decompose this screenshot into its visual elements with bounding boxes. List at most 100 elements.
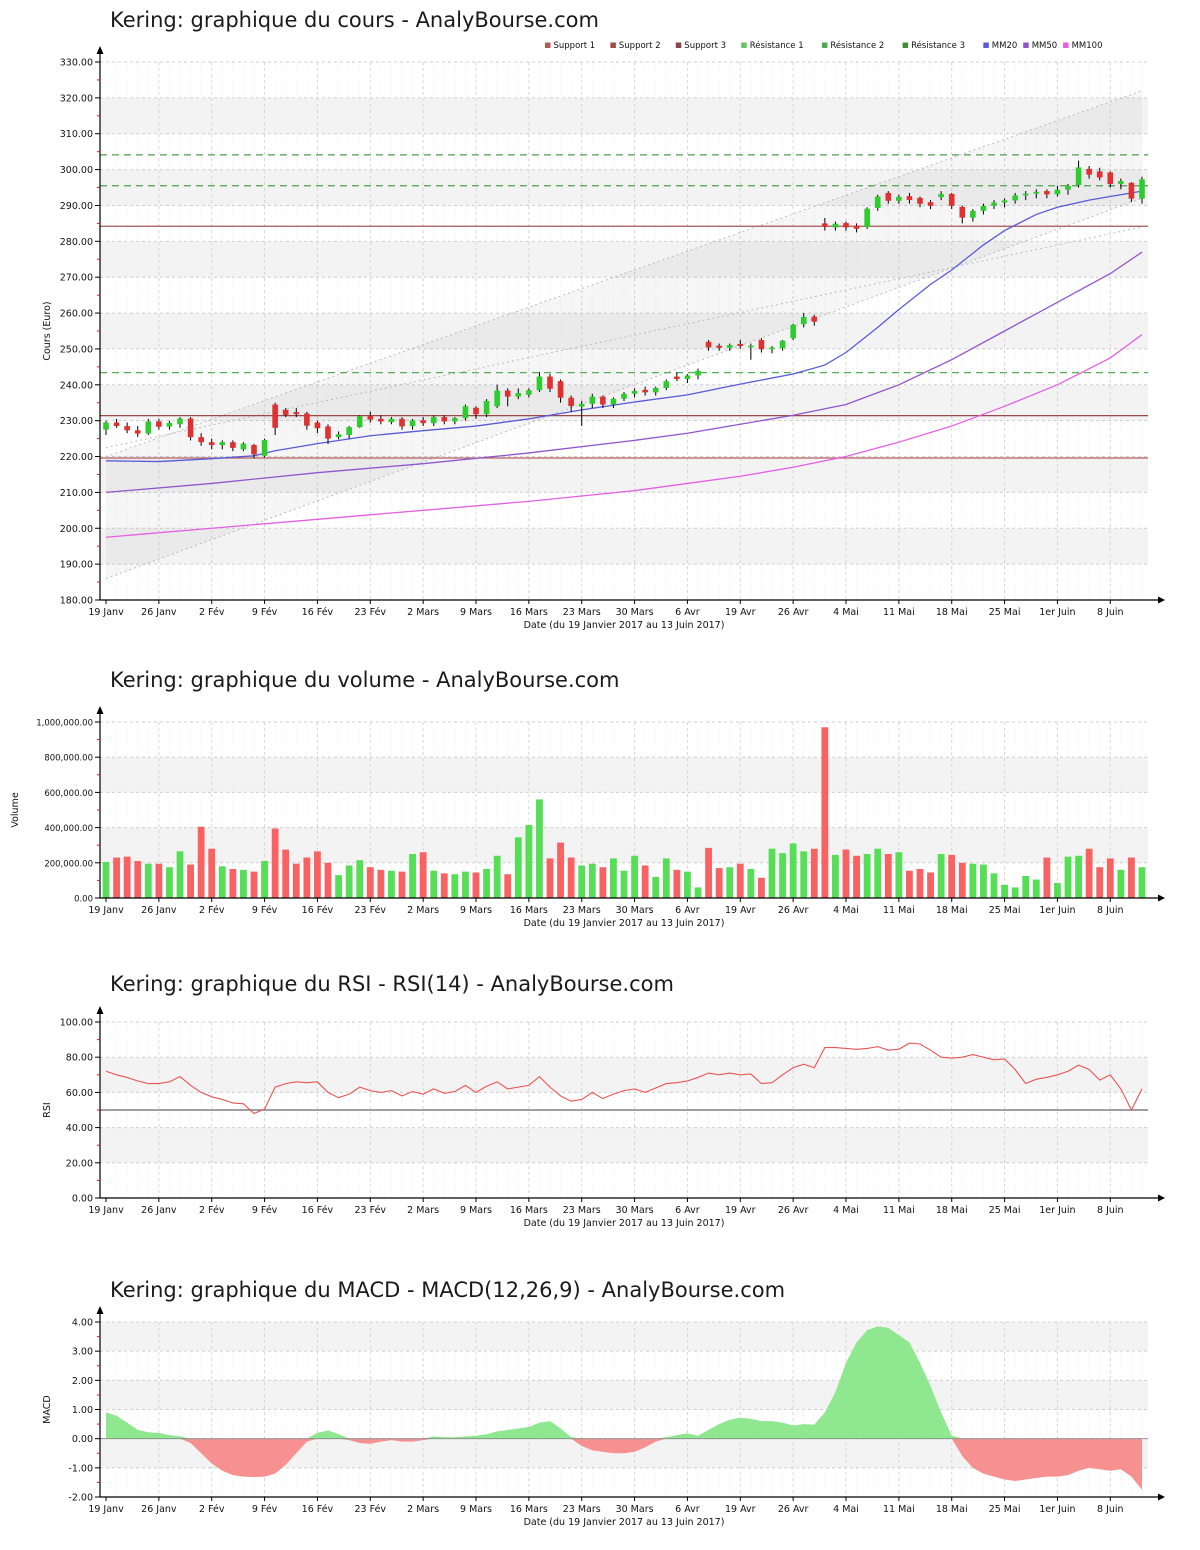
svg-text:25 Mai: 25 Mai (989, 607, 1021, 618)
svg-text:1er Juin: 1er Juin (1039, 607, 1075, 618)
volume-chart-canvas: 0.00 200,000.00 400,000.00 600,000.00 800,00… (10, 706, 1165, 929)
svg-text:9 Fév: 9 Fév (252, 1205, 278, 1216)
svg-text:2 Mars: 2 Mars (407, 607, 439, 618)
svg-text:240.00: 240.00 (60, 380, 93, 391)
svg-text:11 Mai: 11 Mai (883, 607, 915, 618)
macd-chart-canvas: -2.00 -1.00 0.00 1.00 2.00 3.00 4.00 19 Janv 26 … (42, 1306, 1165, 1528)
svg-text:26 Avr: 26 Avr (778, 1205, 809, 1216)
svg-text:2 Mars: 2 Mars (407, 1205, 439, 1216)
svg-text:2 Fév: 2 Fév (199, 1504, 225, 1515)
svg-text:MM20: MM20 (992, 41, 1017, 51)
svg-text:2 Fév: 2 Fév (199, 1205, 225, 1216)
svg-text:Résistance 2: Résistance 2 (830, 40, 884, 51)
svg-text:0.00: 0.00 (72, 1194, 93, 1205)
svg-text:16 Fév: 16 Fév (302, 1504, 334, 1515)
svg-text:1er Juin: 1er Juin (1039, 1504, 1075, 1515)
svg-text:23 Mars: 23 Mars (563, 1504, 601, 1515)
svg-text:26 Avr: 26 Avr (778, 1504, 809, 1515)
svg-text:Résistance 3: Résistance 3 (911, 40, 965, 51)
svg-text:16 Fév: 16 Fév (302, 607, 334, 618)
svg-text:4 Mai: 4 Mai (833, 607, 859, 618)
svg-text:Support 2: Support 2 (619, 41, 661, 51)
svg-text:200,000.00: 200,000.00 (44, 859, 93, 869)
svg-text:19 Avr: 19 Avr (725, 1504, 756, 1515)
svg-text:190.00: 190.00 (60, 560, 93, 571)
svg-text:19 Avr: 19 Avr (725, 1205, 756, 1216)
svg-text:18 Mai: 18 Mai (936, 1205, 968, 1216)
svg-text:25 Mai: 25 Mai (989, 1205, 1021, 1216)
svg-text:11 Mai: 11 Mai (883, 905, 915, 916)
svg-text:100.00: 100.00 (60, 1018, 93, 1029)
svg-text:-1.00: -1.00 (68, 1463, 93, 1474)
svg-text:11 Mai: 11 Mai (883, 1504, 915, 1515)
svg-text:4 Mai: 4 Mai (833, 1504, 859, 1515)
svg-text:280.00: 280.00 (60, 237, 93, 248)
svg-text:40.00: 40.00 (66, 1123, 93, 1134)
svg-text:25 Mai: 25 Mai (989, 1504, 1021, 1515)
svg-text:19 Janv: 19 Janv (88, 1205, 124, 1216)
svg-text:19 Avr: 19 Avr (725, 607, 756, 618)
svg-text:300.00: 300.00 (60, 165, 93, 176)
svg-text:270.00: 270.00 (60, 273, 93, 284)
svg-text:2 Fév: 2 Fév (199, 607, 225, 618)
svg-text:23 Fév: 23 Fév (355, 607, 387, 618)
svg-text:4.00: 4.00 (72, 1318, 93, 1329)
svg-text:30 Mars: 30 Mars (616, 1205, 654, 1216)
svg-text:1er Juin: 1er Juin (1039, 1205, 1075, 1216)
svg-text:23 Fév: 23 Fév (355, 1205, 387, 1216)
svg-text:19 Avr: 19 Avr (725, 905, 756, 916)
svg-text:20.00: 20.00 (66, 1158, 93, 1169)
svg-text:MM50: MM50 (1032, 41, 1057, 51)
svg-text:11 Mai: 11 Mai (883, 1205, 915, 1216)
svg-text:16 Fév: 16 Fév (302, 1205, 334, 1216)
svg-text:MACD: MACD (42, 1395, 53, 1423)
svg-text:16 Mars: 16 Mars (510, 1504, 548, 1515)
svg-text:6 Avr: 6 Avr (675, 905, 700, 916)
svg-text:8 Juin: 8 Juin (1097, 607, 1124, 618)
svg-text:320.00: 320.00 (60, 93, 93, 104)
svg-text:16 Mars: 16 Mars (510, 607, 548, 618)
svg-text:16 Mars: 16 Mars (510, 905, 548, 916)
svg-text:2 Fév: 2 Fév (199, 905, 225, 916)
svg-text:26 Avr: 26 Avr (778, 905, 809, 916)
svg-text:Support 1: Support 1 (554, 41, 596, 51)
svg-text:Cours (Euro): Cours (Euro) (42, 301, 53, 360)
svg-text:26 Janv: 26 Janv (141, 1205, 177, 1216)
svg-text:26 Janv: 26 Janv (141, 607, 177, 618)
svg-text:9 Mars: 9 Mars (460, 1504, 492, 1515)
svg-text:8 Juin: 8 Juin (1097, 1504, 1124, 1515)
svg-text:-2.00: -2.00 (68, 1493, 93, 1504)
svg-text:3.00: 3.00 (72, 1347, 93, 1358)
svg-text:8 Juin: 8 Juin (1097, 905, 1124, 916)
svg-text:Date (du 19 Janvier 2017 au 13: Date (du 19 Janvier 2017 au 13 Juin 2017… (524, 1517, 725, 1528)
svg-text:4 Mai: 4 Mai (833, 905, 859, 916)
volume-chart-title: Kering: graphique du volume - AnalyBours… (110, 668, 620, 692)
svg-text:0.00: 0.00 (74, 895, 93, 905)
svg-text:2 Mars: 2 Mars (407, 905, 439, 916)
svg-text:80.00: 80.00 (66, 1053, 93, 1064)
svg-text:8 Juin: 8 Juin (1097, 1205, 1124, 1216)
svg-text:800,000.00: 800,000.00 (44, 754, 93, 764)
rsi-chart-canvas: 0.00 20.00 40.00 60.00 80.00 100.00 19 Janv 26 … (42, 1006, 1165, 1229)
svg-text:MM100: MM100 (1072, 41, 1103, 51)
svg-text:25 Mai: 25 Mai (989, 905, 1021, 916)
cours-chart-canvas: Support 1 Support 2 Support 3 Résistance 1 R… (42, 40, 1165, 631)
svg-text:0.00: 0.00 (72, 1434, 93, 1445)
svg-text:23 Mars: 23 Mars (563, 1205, 601, 1216)
svg-text:23 Fév: 23 Fév (355, 1504, 387, 1515)
svg-text:26 Janv: 26 Janv (141, 905, 177, 916)
svg-text:230.00: 230.00 (60, 416, 93, 427)
svg-text:19 Janv: 19 Janv (88, 1504, 124, 1515)
svg-text:16 Fév: 16 Fév (302, 905, 334, 916)
svg-text:180.00: 180.00 (60, 596, 93, 607)
svg-text:9 Fév: 9 Fév (252, 905, 278, 916)
svg-text:19 Janv: 19 Janv (88, 905, 124, 916)
svg-text:200.00: 200.00 (60, 524, 93, 535)
svg-text:Date (du 19 Janvier 2017 au 13: Date (du 19 Janvier 2017 au 13 Juin 2017… (524, 1218, 725, 1229)
svg-text:30 Mars: 30 Mars (616, 607, 654, 618)
svg-text:Support 3: Support 3 (684, 41, 726, 51)
svg-text:9 Mars: 9 Mars (460, 905, 492, 916)
svg-text:23 Mars: 23 Mars (563, 905, 601, 916)
svg-text:220.00: 220.00 (60, 452, 93, 463)
